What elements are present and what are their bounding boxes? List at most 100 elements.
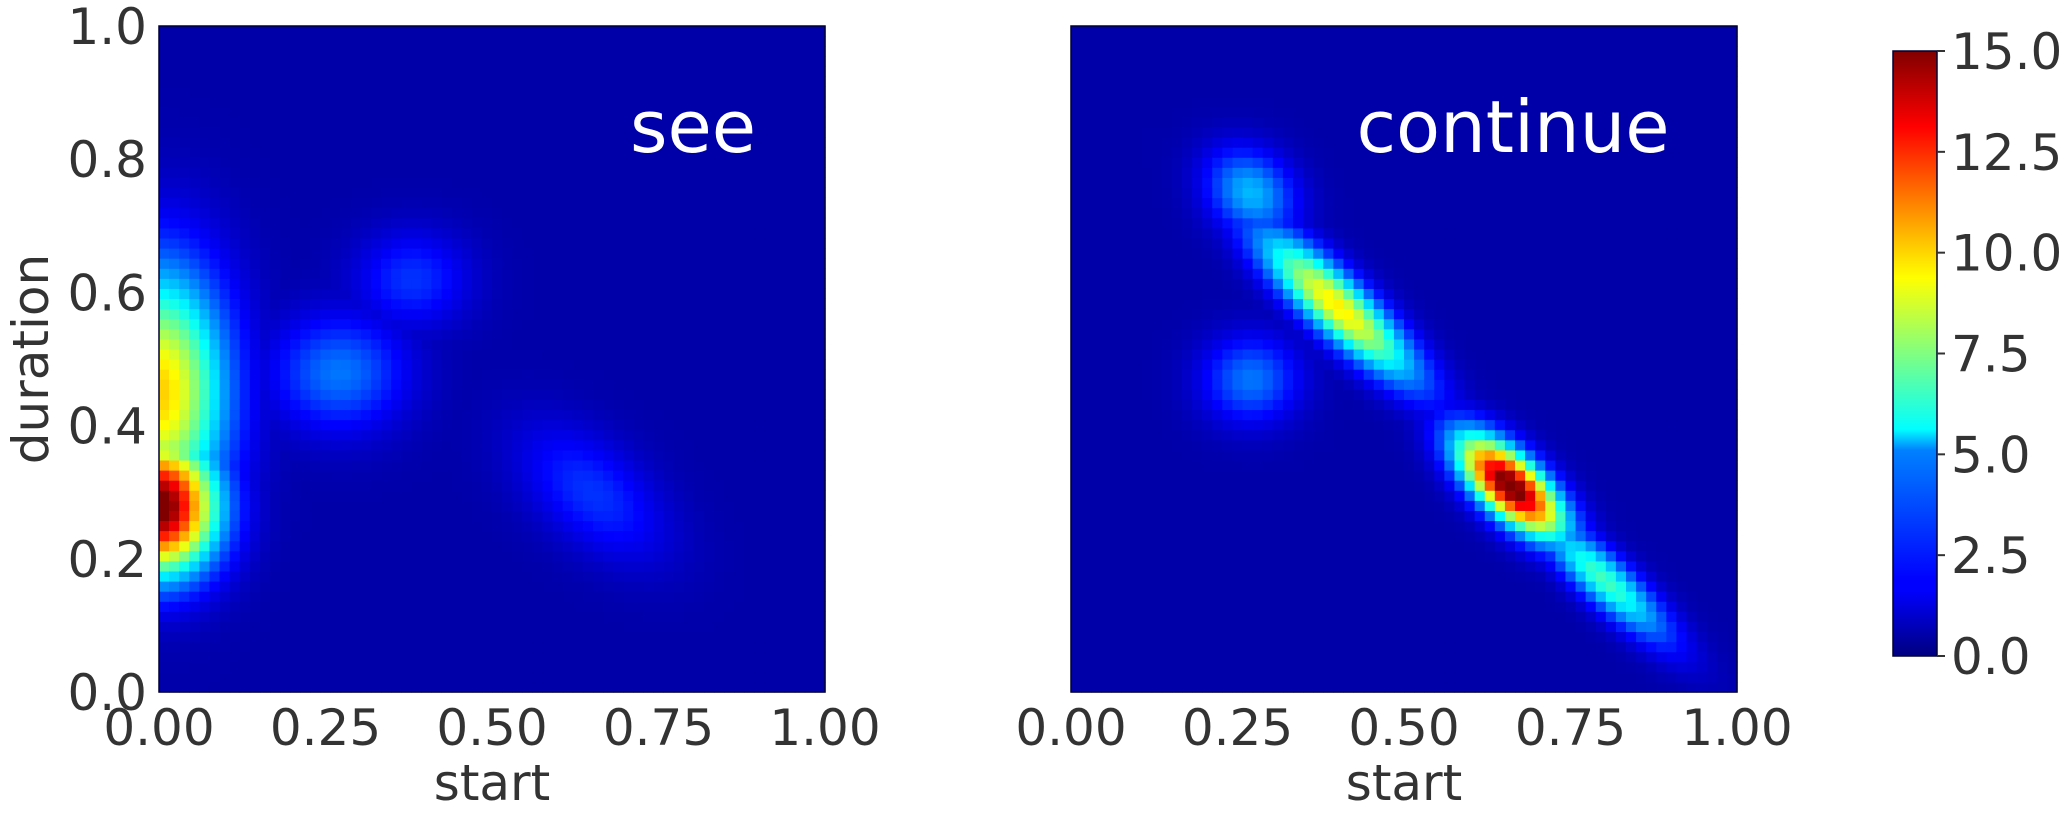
heatmap-cell	[159, 540, 170, 552]
heatmap-cell	[582, 570, 594, 582]
heatmap-cell	[219, 601, 231, 612]
heatmap-cell	[522, 369, 533, 380]
heatmap-cell	[159, 147, 170, 158]
heatmap-cell	[340, 318, 352, 330]
heatmap-cell	[784, 490, 796, 501]
heatmap-cell	[724, 631, 735, 643]
heatmap-cell	[592, 651, 604, 663]
heatmap-cell	[219, 157, 231, 168]
heatmap-cell	[330, 237, 342, 249]
heatmap-cell	[300, 348, 311, 360]
heatmap-cell	[481, 278, 493, 289]
heatmap-cell	[1161, 570, 1173, 582]
heatmap-cell	[643, 177, 655, 189]
heatmap-cell	[411, 187, 422, 199]
heatmap-cell	[542, 379, 554, 390]
heatmap-cell	[1101, 611, 1112, 622]
heatmap-cell	[391, 449, 402, 461]
heatmap-cell	[259, 96, 271, 108]
heatmap-cell	[643, 167, 655, 178]
heatmap-cell	[159, 227, 170, 239]
heatmap-cell	[1141, 56, 1153, 67]
heatmap-cell	[411, 167, 422, 178]
heatmap-cell	[714, 237, 725, 249]
heatmap-cell	[764, 268, 776, 279]
heatmap-cell	[734, 26, 745, 37]
heatmap-cell	[320, 641, 332, 653]
heatmap-cell	[724, 480, 735, 491]
heatmap-cell	[249, 379, 261, 390]
heatmap-cell	[1111, 591, 1123, 602]
heatmap-cell	[159, 36, 170, 47]
heatmap-cell	[1091, 298, 1102, 310]
heatmap-cell	[633, 177, 644, 189]
heatmap-cell	[461, 96, 473, 108]
heatmap-cell	[1121, 399, 1133, 411]
heatmap-cell	[1071, 36, 1082, 47]
heatmap-cell	[421, 409, 433, 421]
heatmap-cell	[703, 318, 715, 330]
heatmap-cell	[209, 217, 221, 229]
heatmap-cell	[744, 581, 755, 592]
heatmap-cell	[744, 248, 755, 259]
heatmap-cell	[774, 581, 786, 592]
heatmap-cell	[199, 459, 211, 471]
heatmap-cell	[451, 348, 463, 360]
heatmap-cell	[431, 510, 443, 522]
heatmap-cell	[411, 86, 422, 98]
heatmap-cell	[754, 449, 766, 461]
heatmap-cell	[542, 137, 554, 148]
heatmap-cell	[1131, 681, 1143, 693]
heatmap-cell	[1071, 399, 1082, 411]
heatmap-cell	[764, 359, 776, 370]
heatmap-cell	[1081, 278, 1092, 289]
heatmap-cell	[804, 470, 816, 481]
heatmap-cell	[1081, 197, 1092, 209]
heatmap-cell	[764, 56, 776, 67]
heatmap-cell	[774, 86, 786, 98]
heatmap-cell	[300, 449, 311, 461]
heatmap-cell	[1091, 348, 1102, 360]
heatmap-cell	[280, 288, 291, 300]
heatmap-cell	[249, 409, 261, 421]
heatmap-cell	[552, 570, 564, 582]
heatmap-cell	[512, 530, 523, 542]
heatmap-cell	[693, 217, 705, 229]
heatmap-cell	[481, 379, 493, 390]
heatmap-cell	[532, 328, 544, 340]
heatmap-cell	[1141, 328, 1153, 340]
heatmap-cell	[552, 480, 564, 491]
heatmap-cell	[592, 147, 604, 158]
heatmap-cell	[804, 288, 816, 300]
heatmap-cell	[764, 591, 776, 602]
heatmap-cell	[502, 570, 513, 582]
heatmap-cell	[189, 36, 200, 47]
heatmap-cell	[703, 439, 715, 451]
heatmap-cell	[1081, 429, 1092, 441]
heatmap-cell	[239, 661, 251, 673]
heatmap-cell	[461, 449, 473, 461]
heatmap-cell	[280, 248, 291, 259]
heatmap-cell	[411, 399, 422, 411]
heatmap-cell	[249, 570, 261, 582]
heatmap-cell	[562, 661, 574, 673]
heatmap-cell	[1151, 449, 1163, 461]
heatmap-cell	[552, 379, 564, 390]
heatmap-cell	[492, 621, 503, 633]
heatmap-cell	[461, 217, 473, 229]
heatmap-cell	[572, 621, 584, 633]
heatmap-cell	[1111, 248, 1123, 259]
heatmap-cell	[320, 177, 332, 189]
heatmap-cell	[532, 207, 544, 219]
heatmap-cell	[370, 611, 382, 622]
heatmap-cell	[1131, 278, 1143, 289]
heatmap-cell	[481, 490, 493, 501]
heatmap-cell	[300, 389, 311, 400]
heatmap-cell	[1111, 490, 1123, 501]
heatmap-cell	[592, 86, 604, 98]
heatmap-cell	[1081, 581, 1092, 592]
heatmap-cell	[1081, 237, 1092, 249]
heatmap-cell	[1121, 500, 1133, 511]
heatmap-cell	[391, 177, 402, 189]
heatmap-cell	[441, 520, 453, 532]
